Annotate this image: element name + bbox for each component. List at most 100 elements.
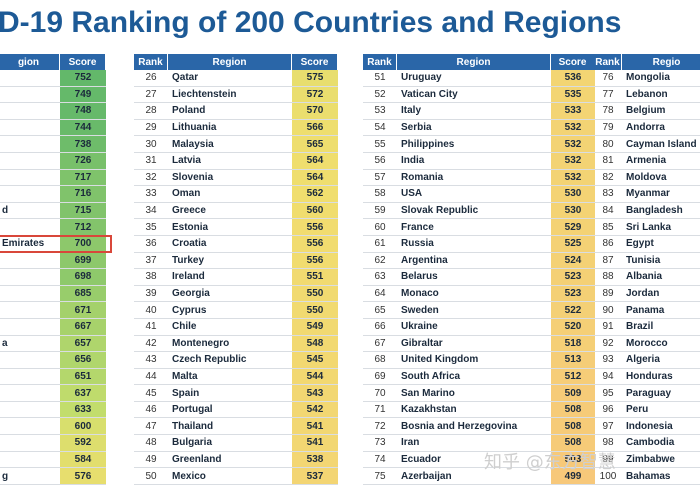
- region-cell: [0, 153, 60, 169]
- table-row: 34 Greece 560: [134, 202, 338, 220]
- score-cell: 556: [292, 219, 338, 235]
- rank-cell: 90: [602, 304, 614, 316]
- region-cell: Bangladesh: [626, 205, 683, 217]
- region-cell: [0, 385, 60, 401]
- table-row: 726: [0, 152, 106, 170]
- rank-cell: 44: [145, 370, 157, 382]
- region-cell: [0, 269, 60, 285]
- table-row: 45 Spain 543: [134, 385, 338, 402]
- score-cell: 748: [60, 103, 106, 119]
- region-cell: Mongolia: [626, 72, 670, 84]
- rank-cell: 58: [374, 188, 386, 200]
- column-header-score: Score: [292, 54, 338, 70]
- region-cell: Philippines: [401, 138, 455, 150]
- table-row: 64 Monaco 523: [363, 285, 595, 303]
- table-row: 56 India 532: [363, 152, 595, 170]
- table-row: 637: [0, 385, 106, 402]
- column-header-rank: Rank: [363, 54, 397, 70]
- region-cell: [0, 435, 60, 451]
- score-cell: 537: [292, 468, 338, 484]
- rank-cell: 75: [374, 470, 386, 482]
- table-row: 70 San Marino 509: [363, 385, 595, 402]
- score-cell: 529: [551, 219, 595, 235]
- rank-cell: 46: [145, 404, 157, 416]
- rank-cell: 80: [602, 138, 614, 150]
- region-cell: Cayman Island: [626, 138, 697, 150]
- region-cell: Moldova: [626, 171, 667, 183]
- rank-cell: 37: [145, 254, 157, 266]
- region-cell: Turkey: [172, 254, 205, 266]
- rank-cell: 30: [145, 138, 157, 150]
- score-cell: 584: [60, 451, 106, 468]
- table-row: 600: [0, 418, 106, 436]
- score-cell: 548: [292, 335, 338, 352]
- region-cell: Montenegro: [172, 337, 230, 349]
- score-cell: 551: [292, 269, 338, 285]
- table-row: 716: [0, 186, 106, 203]
- score-cell: 532: [551, 119, 595, 136]
- region-cell: Thailand: [172, 420, 214, 432]
- table-row: 73 Iran 508: [363, 435, 595, 452]
- table-row: 42 Montenegro 548: [134, 335, 338, 353]
- rank-cell: 49: [145, 453, 157, 465]
- rank-cell: 71: [374, 404, 386, 416]
- rank-cell: 27: [145, 88, 157, 100]
- table-row: 99 Zimbabwe: [594, 452, 700, 469]
- score-cell: 541: [292, 435, 338, 451]
- ranking-table-4: Rank Regio 76 Mongolia 77 Lebanon 78 Belgium 79 A…: [594, 54, 700, 485]
- rank-cell: 33: [145, 188, 157, 200]
- score-cell: 600: [60, 418, 106, 435]
- rank-cell: 31: [145, 155, 157, 167]
- table-row: 86 Egypt: [594, 236, 700, 253]
- rank-cell: 32: [145, 171, 157, 183]
- region-cell: Bulgaria: [172, 437, 213, 449]
- region-cell: Greenland: [172, 453, 222, 465]
- column-header-region: Region: [397, 54, 551, 70]
- rank-cell: 82: [602, 171, 614, 183]
- rank-cell: 65: [374, 304, 386, 316]
- region-cell: [0, 286, 60, 302]
- score-cell: 545: [292, 352, 338, 368]
- region-cell: Lebanon: [626, 88, 668, 100]
- score-cell: 575: [292, 70, 338, 86]
- rank-cell: 70: [374, 387, 386, 399]
- ranking-table-3: Rank Region Score 51 Uruguay 536 52 Vatican Cit…: [363, 54, 595, 485]
- region-cell: Malaysia: [172, 138, 214, 150]
- score-cell: 499: [551, 468, 595, 484]
- score-cell: 564: [292, 152, 338, 169]
- column-header-rank: Rank: [594, 54, 622, 70]
- region-cell: g: [2, 470, 9, 482]
- region-cell: Georgia: [172, 288, 210, 300]
- table-row: 685: [0, 285, 106, 303]
- score-cell: 657: [60, 335, 106, 352]
- region-cell: Tunisia: [626, 254, 661, 266]
- score-cell: 509: [551, 385, 595, 401]
- score-cell: 532: [551, 169, 595, 186]
- table-row: 69 South Africa 512: [363, 368, 595, 386]
- score-cell: 744: [60, 119, 106, 136]
- region-cell: Liechtenstein: [172, 88, 237, 100]
- table-row: 87 Tunisia: [594, 253, 700, 270]
- rank-cell: 100: [599, 470, 617, 482]
- rank-cell: 91: [602, 321, 614, 333]
- region-cell: Bahamas: [626, 470, 671, 482]
- table-row: 752: [0, 70, 106, 87]
- score-cell: 576: [60, 468, 106, 484]
- rank-cell: 43: [145, 354, 157, 366]
- region-cell: Serbia: [401, 122, 432, 134]
- score-cell: 508: [551, 435, 595, 451]
- rank-cell: 94: [602, 370, 614, 382]
- rank-cell: 38: [145, 271, 157, 283]
- rank-cell: 99: [602, 453, 614, 465]
- table-row: 76 Mongolia: [594, 70, 700, 87]
- score-cell: 564: [292, 169, 338, 186]
- region-cell: Belarus: [401, 271, 438, 283]
- table-row: 63 Belarus 523: [363, 269, 595, 286]
- region-cell: [0, 319, 60, 335]
- rank-cell: 88: [602, 271, 614, 283]
- table-row: 656: [0, 352, 106, 369]
- table-row: 749: [0, 86, 106, 104]
- region-cell: Uruguay: [401, 72, 442, 84]
- region-cell: [0, 452, 60, 468]
- table-row: 35 Estonia 556: [134, 219, 338, 236]
